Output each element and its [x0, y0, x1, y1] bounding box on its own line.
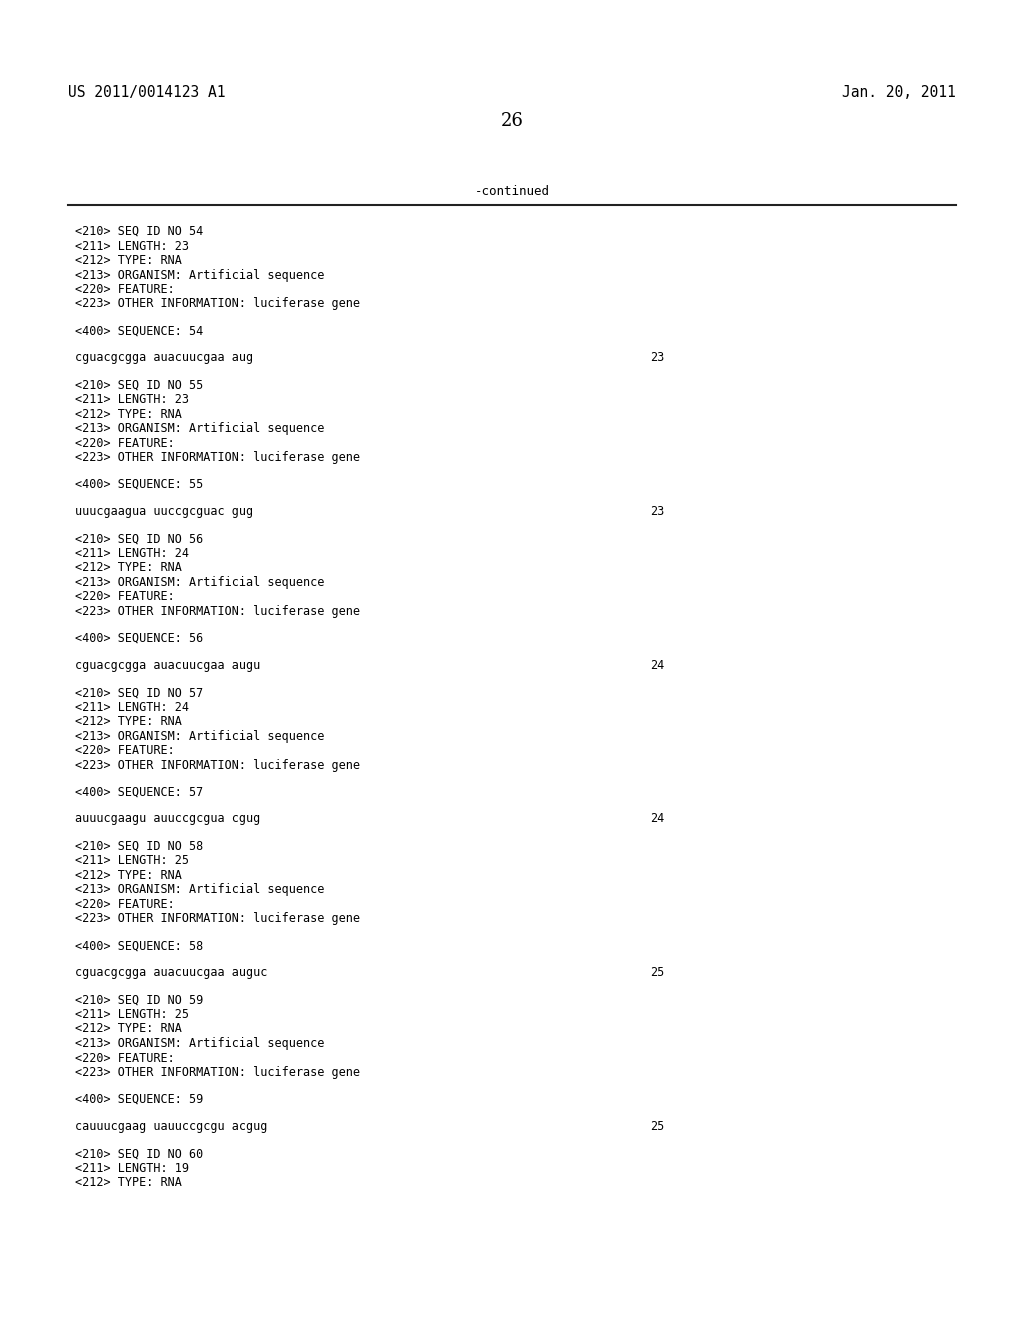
Text: <220> FEATURE:: <220> FEATURE:	[75, 437, 175, 450]
Text: US 2011/0014123 A1: US 2011/0014123 A1	[68, 84, 225, 100]
Text: <211> LENGTH: 23: <211> LENGTH: 23	[75, 239, 189, 252]
Text: <210> SEQ ID NO 56: <210> SEQ ID NO 56	[75, 532, 203, 545]
Text: <223> OTHER INFORMATION: luciferase gene: <223> OTHER INFORMATION: luciferase gene	[75, 297, 360, 310]
Text: <213> ORGANISM: Artificial sequence: <213> ORGANISM: Artificial sequence	[75, 1038, 325, 1049]
Text: <213> ORGANISM: Artificial sequence: <213> ORGANISM: Artificial sequence	[75, 422, 325, 436]
Text: <212> TYPE: RNA: <212> TYPE: RNA	[75, 715, 182, 729]
Text: <223> OTHER INFORMATION: luciferase gene: <223> OTHER INFORMATION: luciferase gene	[75, 912, 360, 925]
Text: <212> TYPE: RNA: <212> TYPE: RNA	[75, 561, 182, 574]
Text: <220> FEATURE:: <220> FEATURE:	[75, 282, 175, 296]
Text: <220> FEATURE:: <220> FEATURE:	[75, 898, 175, 911]
Text: <213> ORGANISM: Artificial sequence: <213> ORGANISM: Artificial sequence	[75, 268, 325, 281]
Text: cguacgcgga auacuucgaa augu: cguacgcgga auacuucgaa augu	[75, 659, 260, 672]
Text: <223> OTHER INFORMATION: luciferase gene: <223> OTHER INFORMATION: luciferase gene	[75, 605, 360, 618]
Text: <211> LENGTH: 19: <211> LENGTH: 19	[75, 1162, 189, 1175]
Text: <220> FEATURE:: <220> FEATURE:	[75, 1052, 175, 1064]
Text: <212> TYPE: RNA: <212> TYPE: RNA	[75, 869, 182, 882]
Text: -continued: -continued	[474, 185, 550, 198]
Text: <213> ORGANISM: Artificial sequence: <213> ORGANISM: Artificial sequence	[75, 576, 325, 589]
Text: Jan. 20, 2011: Jan. 20, 2011	[843, 84, 956, 100]
Text: <400> SEQUENCE: 55: <400> SEQUENCE: 55	[75, 478, 203, 491]
Text: cauuucgaag uauuccgcgu acgug: cauuucgaag uauuccgcgu acgug	[75, 1119, 267, 1133]
Text: <213> ORGANISM: Artificial sequence: <213> ORGANISM: Artificial sequence	[75, 730, 325, 743]
Text: auuucgaagu auuccgcgua cgug: auuucgaagu auuccgcgua cgug	[75, 812, 260, 825]
Text: <210> SEQ ID NO 55: <210> SEQ ID NO 55	[75, 379, 203, 392]
Text: <400> SEQUENCE: 56: <400> SEQUENCE: 56	[75, 632, 203, 644]
Text: <220> FEATURE:: <220> FEATURE:	[75, 590, 175, 603]
Text: <223> OTHER INFORMATION: luciferase gene: <223> OTHER INFORMATION: luciferase gene	[75, 451, 360, 465]
Text: <223> OTHER INFORMATION: luciferase gene: <223> OTHER INFORMATION: luciferase gene	[75, 1067, 360, 1078]
Text: <210> SEQ ID NO 58: <210> SEQ ID NO 58	[75, 840, 203, 853]
Text: <212> TYPE: RNA: <212> TYPE: RNA	[75, 408, 182, 421]
Text: <210> SEQ ID NO 59: <210> SEQ ID NO 59	[75, 994, 203, 1006]
Text: cguacgcgga auacuucgaa aug: cguacgcgga auacuucgaa aug	[75, 351, 253, 364]
Text: 24: 24	[650, 812, 665, 825]
Text: 23: 23	[650, 504, 665, 517]
Text: <220> FEATURE:: <220> FEATURE:	[75, 744, 175, 758]
Text: <212> TYPE: RNA: <212> TYPE: RNA	[75, 1176, 182, 1189]
Text: <211> LENGTH: 24: <211> LENGTH: 24	[75, 546, 189, 560]
Text: <211> LENGTH: 25: <211> LENGTH: 25	[75, 1008, 189, 1020]
Text: uuucgaagua uuccgcguac gug: uuucgaagua uuccgcguac gug	[75, 504, 253, 517]
Text: 26: 26	[501, 112, 523, 129]
Text: <400> SEQUENCE: 54: <400> SEQUENCE: 54	[75, 325, 203, 338]
Text: <211> LENGTH: 25: <211> LENGTH: 25	[75, 854, 189, 867]
Text: 24: 24	[650, 659, 665, 672]
Text: <211> LENGTH: 24: <211> LENGTH: 24	[75, 701, 189, 714]
Text: <210> SEQ ID NO 60: <210> SEQ ID NO 60	[75, 1147, 203, 1160]
Text: <400> SEQUENCE: 57: <400> SEQUENCE: 57	[75, 785, 203, 799]
Text: <223> OTHER INFORMATION: luciferase gene: <223> OTHER INFORMATION: luciferase gene	[75, 759, 360, 772]
Text: <213> ORGANISM: Artificial sequence: <213> ORGANISM: Artificial sequence	[75, 883, 325, 896]
Text: <400> SEQUENCE: 59: <400> SEQUENCE: 59	[75, 1093, 203, 1106]
Text: 25: 25	[650, 966, 665, 979]
Text: <210> SEQ ID NO 57: <210> SEQ ID NO 57	[75, 686, 203, 700]
Text: <212> TYPE: RNA: <212> TYPE: RNA	[75, 1023, 182, 1035]
Text: <400> SEQUENCE: 58: <400> SEQUENCE: 58	[75, 939, 203, 952]
Text: <211> LENGTH: 23: <211> LENGTH: 23	[75, 393, 189, 407]
Text: cguacgcgga auacuucgaa auguc: cguacgcgga auacuucgaa auguc	[75, 966, 267, 979]
Text: 23: 23	[650, 351, 665, 364]
Text: <210> SEQ ID NO 54: <210> SEQ ID NO 54	[75, 224, 203, 238]
Text: 25: 25	[650, 1119, 665, 1133]
Text: <212> TYPE: RNA: <212> TYPE: RNA	[75, 253, 182, 267]
